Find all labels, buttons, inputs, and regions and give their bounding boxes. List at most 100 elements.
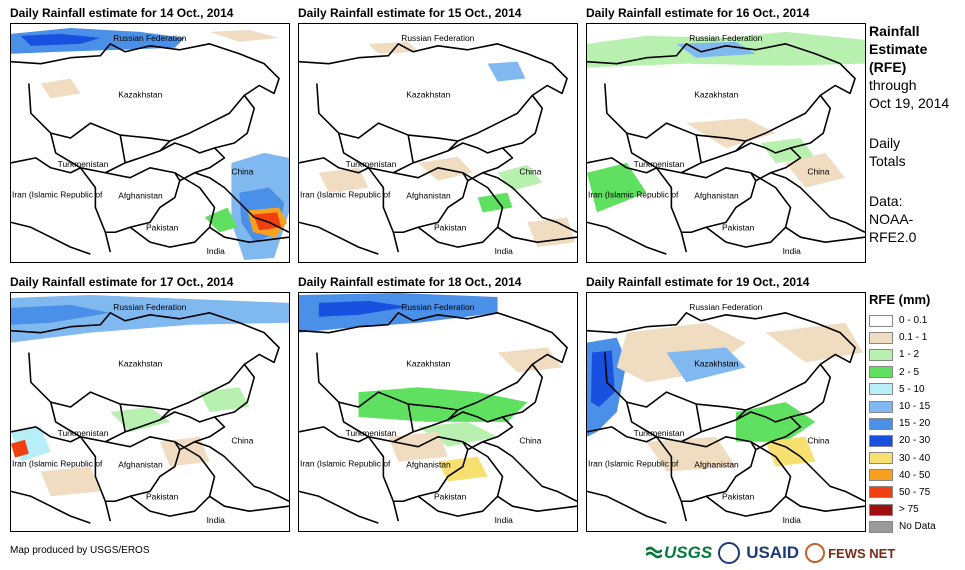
label-china: China — [519, 167, 541, 177]
rainfall-field — [318, 41, 576, 248]
legend-label: 1 - 2 — [899, 349, 920, 361]
label-afghanistan: Afghanistan — [118, 191, 163, 201]
country-borders — [587, 43, 865, 255]
label-russia: Russian Federation — [401, 302, 474, 312]
label-kazakhstan: Kazakhstan — [406, 358, 450, 368]
rainfall-field — [587, 31, 865, 213]
panel-title: Daily Rainfall estimate for 17 Oct., 201… — [10, 275, 234, 289]
legend-swatch — [869, 417, 893, 430]
map-credit: Map produced by USGS/EROS — [10, 545, 150, 556]
rainfall-map: Russian Federation Kazakhstan Turkmenistan… — [586, 23, 866, 263]
legend-label: 15 - 20 — [899, 418, 931, 430]
label-india: India — [207, 515, 226, 525]
rainfall-panel-oct17: Daily Rainfall estimate for 17 Oct., 201… — [10, 275, 290, 535]
rainfall-panel-oct19: Daily Rainfall estimate for 19 Oct., 201… — [586, 275, 866, 535]
label-kazakhstan: Kazakhstan — [406, 89, 450, 99]
label-turkmenistan: Turkmenistan — [58, 159, 109, 169]
label-iran: Iran (Islamic Republic of — [300, 190, 391, 200]
info-data-source1: NOAA- — [869, 211, 914, 227]
legend-label: 10 - 15 — [899, 401, 931, 413]
rainfall-map: Russian Federation Kazakhstan Turkmenistan… — [10, 292, 290, 532]
legend-item: > 75 — [869, 501, 965, 518]
country-borders — [299, 43, 577, 255]
label-turkmenistan: Turkmenistan — [634, 159, 685, 169]
legend-label: 5 - 10 — [899, 383, 925, 395]
rainfall-field — [587, 322, 864, 472]
legend-item: 40 - 50 — [869, 467, 965, 484]
fewsnet-globe-icon — [805, 543, 826, 563]
legend-item: 20 - 30 — [869, 432, 965, 449]
legend-label: 2 - 5 — [899, 366, 920, 378]
rainfall-field — [11, 294, 289, 497]
info-title-line1: Rainfall — [869, 23, 920, 39]
label-pakistan: Pakistan — [722, 491, 755, 501]
fewsnet-logo-text: FEWS NET — [828, 545, 896, 561]
panel-title: Daily Rainfall estimate for 18 Oct., 201… — [298, 275, 522, 289]
rainfall-panel-oct16: Daily Rainfall estimate for 16 Oct., 201… — [586, 6, 866, 266]
label-russia: Russian Federation — [689, 33, 762, 43]
legend-swatch — [869, 486, 893, 499]
label-russia: Russian Federation — [401, 33, 474, 43]
legend-title: RFE (mm) — [869, 292, 931, 307]
legend-item: 30 - 40 — [869, 450, 965, 467]
legend-item: 0.1 - 1 — [869, 329, 965, 346]
legend-swatch — [869, 383, 893, 396]
legend-label: 0 - 0.1 — [899, 315, 928, 327]
label-iran: Iran (Islamic Republic of — [300, 459, 391, 469]
rainfall-panel-oct14: Daily Rainfall estimate for 14 Oct., 201… — [10, 6, 290, 266]
info-through: through — [869, 77, 917, 93]
panel-title: Daily Rainfall estimate for 19 Oct., 201… — [586, 275, 810, 289]
agency-logos: USGS USAID FEWS NET — [646, 539, 895, 567]
label-turkmenistan: Turkmenistan — [58, 428, 109, 438]
legend-swatch — [869, 314, 893, 327]
label-china: China — [807, 436, 829, 446]
info-data-source2: RFE2.0 — [869, 229, 917, 245]
legend-item: 10 - 15 — [869, 398, 965, 415]
legend-item: 5 - 10 — [869, 381, 965, 398]
legend-item: 15 - 20 — [869, 415, 965, 432]
label-kazakhstan: Kazakhstan — [118, 89, 162, 99]
label-india: India — [495, 515, 514, 525]
usaid-logo: USAID — [746, 543, 800, 562]
label-afghanistan: Afghanistan — [694, 191, 739, 201]
label-india: India — [495, 246, 514, 256]
label-china: China — [807, 167, 829, 177]
panel-title: Daily Rainfall estimate for 15 Oct., 201… — [298, 6, 522, 20]
legend-label: > 75 — [899, 504, 919, 516]
legend-label: No Data — [899, 521, 936, 533]
legend-swatch — [869, 348, 893, 361]
country-borders — [299, 312, 577, 524]
label-turkmenistan: Turkmenistan — [346, 159, 397, 169]
label-afghanistan: Afghanistan — [118, 460, 163, 470]
label-kazakhstan: Kazakhstan — [118, 358, 162, 368]
rainfall-panel-oct18: Daily Rainfall estimate for 18 Oct., 201… — [298, 275, 578, 535]
legend-item: 1 - 2 — [869, 346, 965, 363]
rfe-legend: RFE (mm) 0 - 0.1 0.1 - 1 1 - 2 2 - 5 5 - 10 1… — [869, 292, 965, 535]
legend-swatch — [869, 331, 893, 344]
legend-label: 20 - 30 — [899, 435, 931, 447]
country-borders — [11, 43, 289, 255]
rainfall-map: Russian Federation Kazakhstan Turkmenistan… — [298, 23, 578, 263]
label-iran: Iran (Islamic Republic of — [588, 459, 679, 469]
legend-label: 40 - 50 — [899, 469, 931, 481]
label-russia: Russian Federation — [113, 302, 186, 312]
label-kazakhstan: Kazakhstan — [694, 358, 738, 368]
legend-swatch — [869, 503, 893, 516]
label-india: India — [783, 246, 802, 256]
legend-swatch — [869, 434, 893, 447]
country-borders — [587, 312, 865, 524]
legend-swatch — [869, 469, 893, 482]
fewsnet-logo: FEWS NET — [805, 543, 895, 563]
label-afghanistan: Afghanistan — [406, 460, 451, 470]
label-iran: Iran (Islamic Republic of — [12, 459, 103, 469]
label-afghanistan: Afghanistan — [406, 191, 451, 201]
label-china: China — [231, 167, 253, 177]
panel-title: Daily Rainfall estimate for 16 Oct., 201… — [586, 6, 810, 20]
label-pakistan: Pakistan — [146, 491, 179, 501]
rainfall-panel-oct15: Daily Rainfall estimate for 15 Oct., 201… — [298, 6, 578, 266]
label-india: India — [207, 246, 226, 256]
rainfall-field — [11, 27, 289, 261]
info-title-line2: Estimate — [869, 41, 928, 57]
legend-swatch — [869, 400, 893, 413]
info-totals: Totals — [869, 153, 906, 169]
